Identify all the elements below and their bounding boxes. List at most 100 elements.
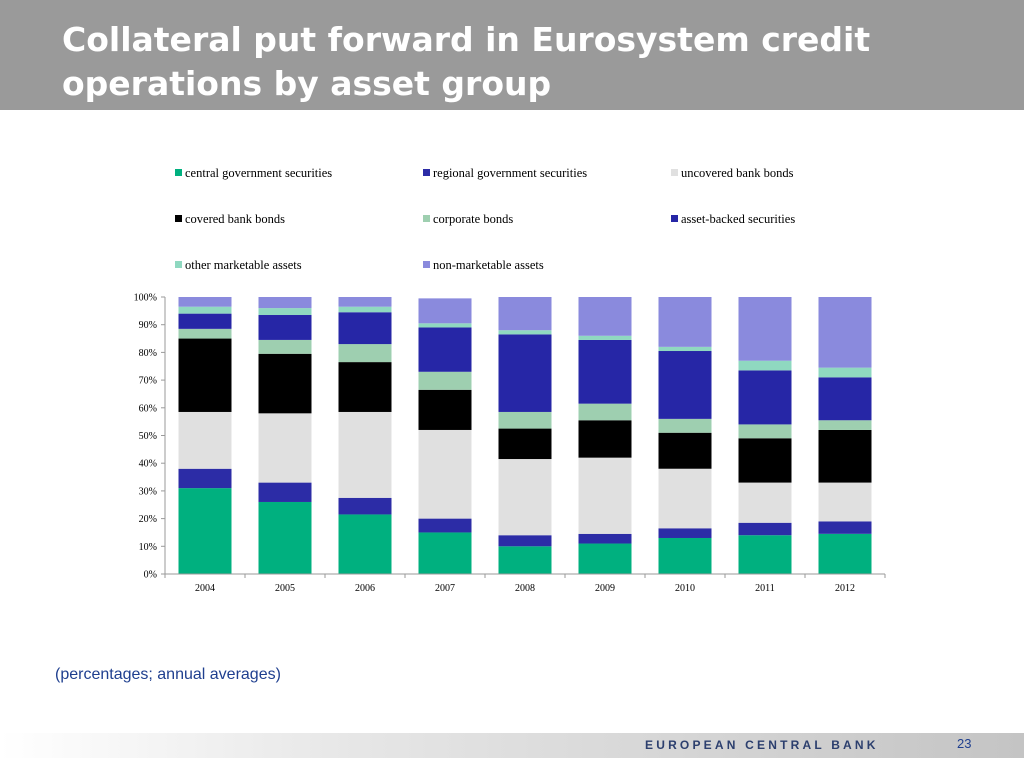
bar-2006-central-government-securities	[338, 514, 392, 574]
bar-2004-corporate-bonds	[178, 328, 232, 339]
bar-2007-other-marketable-assets	[418, 323, 472, 328]
bar-2006-uncovered-bank-bonds	[338, 411, 392, 498]
legend-swatch-non-marketable-assets	[423, 261, 430, 268]
bar-2004-uncovered-bank-bonds	[178, 411, 232, 469]
bar-2009-uncovered-bank-bonds	[578, 457, 632, 534]
bar-2012-central-government-securities	[818, 533, 872, 574]
title-line-1: Collateral put forward in Eurosystem cre…	[62, 20, 871, 59]
bar-2007-regional-government-securities	[418, 518, 472, 533]
chart-axes: 0% 10% 20% 30% 40% 50% 60% 70% 80% 90% 100% 2004 200…	[134, 293, 886, 594]
bar-2011-other-marketable-assets	[738, 360, 792, 371]
bar-2011-uncovered-bank-bonds	[738, 482, 792, 523]
y-tick-label: 10%	[139, 542, 157, 553]
legend-label-central-government-securities: central government securities	[185, 166, 332, 180]
bar-2006-asset-backed-securities	[338, 312, 392, 345]
bar-2012-corporate-bonds	[818, 420, 872, 430]
x-tick-label-2005: 2005	[275, 583, 295, 594]
bar-2007-uncovered-bank-bonds	[418, 429, 472, 519]
bar-2004-central-government-securities	[178, 488, 232, 574]
bar-2011-central-government-securities	[738, 535, 792, 574]
footer-bar: EUROPEAN CENTRAL BANK 23	[0, 733, 1024, 758]
y-tick-label: 40%	[139, 459, 157, 470]
x-tick-label-2012: 2012	[835, 583, 855, 594]
legend-label-covered-bank-bonds: covered bank bonds	[185, 212, 285, 226]
bar-2011-corporate-bonds	[738, 424, 792, 439]
bar-2011-regional-government-securities	[738, 522, 792, 536]
bar-2008-asset-backed-securities	[498, 334, 552, 412]
bar-2008-uncovered-bank-bonds	[498, 459, 552, 536]
bar-2009-regional-government-securities	[578, 533, 632, 544]
bar-2012-other-marketable-assets	[818, 367, 872, 378]
bar-2005-asset-backed-securities	[258, 315, 312, 340]
bar-2005-corporate-bonds	[258, 339, 312, 354]
bar-2006-non-marketable-assets	[338, 297, 392, 307]
bar-2005-covered-bank-bonds	[258, 353, 312, 414]
x-tick-label-2010: 2010	[675, 583, 695, 594]
bar-2005-regional-government-securities	[258, 482, 312, 502]
y-tick-label: 20%	[139, 514, 157, 525]
bar-2007-non-marketable-assets	[418, 298, 472, 324]
bar-2010-asset-backed-securities	[658, 351, 712, 419]
y-tick-label: 80%	[139, 348, 157, 359]
bar-2009-corporate-bonds	[578, 403, 632, 421]
bar-2004-other-marketable-assets	[178, 306, 232, 314]
chart-subtitle: (percentages; annual averages)	[55, 666, 281, 683]
bar-2010-non-marketable-assets	[658, 297, 712, 347]
bar-2004-non-marketable-assets	[178, 297, 232, 307]
bar-2004-asset-backed-securities	[178, 313, 232, 329]
bar-2011-covered-bank-bonds	[738, 438, 792, 483]
legend-swatch-covered-bank-bonds	[175, 215, 182, 222]
page-title: Collateral put forward in Eurosystem cre…	[62, 18, 962, 106]
bar-2011-non-marketable-assets	[738, 297, 792, 361]
bar-2010-regional-government-securities	[658, 528, 712, 538]
bar-2009-other-marketable-assets	[578, 335, 632, 340]
bar-2008-covered-bank-bonds	[498, 428, 552, 460]
legend-swatch-regional-government-securities	[423, 169, 430, 176]
x-tick-label-2011: 2011	[755, 583, 775, 594]
x-tick-label-2007: 2007	[435, 583, 455, 594]
legend-label-other-marketable-assets: other marketable assets	[185, 258, 302, 272]
title-line-2: operations by asset group	[62, 64, 552, 103]
stacked-bar-chart: central government securities regional go…	[134, 166, 886, 594]
page-number: 23	[957, 736, 972, 751]
y-tick-label: 70%	[139, 376, 157, 387]
bar-2007-covered-bank-bonds	[418, 389, 472, 430]
y-tick-label: 0%	[144, 570, 157, 581]
bar-2007-central-government-securities	[418, 532, 472, 574]
y-tick-label: 30%	[139, 486, 157, 497]
legend-label-non-marketable-assets: non-marketable assets	[433, 258, 544, 272]
bar-2012-uncovered-bank-bonds	[818, 482, 872, 522]
legend-label-corporate-bonds: corporate bonds	[433, 212, 513, 226]
bar-2012-covered-bank-bonds	[818, 429, 872, 483]
bar-2006-covered-bank-bonds	[338, 362, 392, 412]
x-tick-label-2009: 2009	[595, 583, 615, 594]
x-tick-label-2004: 2004	[195, 583, 215, 594]
legend-label-uncovered-bank-bonds: uncovered bank bonds	[681, 166, 794, 180]
legend-swatch-central-government-securities	[175, 169, 182, 176]
bar-2006-other-marketable-assets	[338, 306, 392, 313]
bar-2007-asset-backed-securities	[418, 327, 472, 372]
bar-2005-other-marketable-assets	[258, 308, 312, 316]
bar-2009-non-marketable-assets	[578, 297, 632, 336]
bar-2008-regional-government-securities	[498, 535, 552, 547]
bar-2005-non-marketable-assets	[258, 297, 312, 309]
legend-label-asset-backed-securities: asset-backed securities	[681, 212, 795, 226]
bar-2012-regional-government-securities	[818, 521, 872, 534]
bar-2008-non-marketable-assets	[498, 297, 552, 331]
y-tick-label: 60%	[139, 403, 157, 414]
bar-2005-uncovered-bank-bonds	[258, 413, 312, 483]
chart-legend: central government securities regional go…	[175, 166, 795, 272]
bar-2008-corporate-bonds	[498, 411, 552, 429]
x-tick-label-2006: 2006	[355, 583, 375, 594]
bar-2004-covered-bank-bonds	[178, 338, 232, 412]
bar-2010-covered-bank-bonds	[658, 432, 712, 469]
legend-swatch-corporate-bonds	[423, 215, 430, 222]
y-tick-label: 90%	[139, 320, 157, 331]
bank-name: EUROPEAN CENTRAL BANK	[645, 738, 879, 752]
bar-2010-corporate-bonds	[658, 418, 712, 433]
title-bar: Collateral put forward in Eurosystem cre…	[0, 0, 1024, 110]
bar-2006-regional-government-securities	[338, 497, 392, 515]
bar-2010-uncovered-bank-bonds	[658, 468, 712, 529]
bar-2007-corporate-bonds	[418, 371, 472, 390]
legend-swatch-other-marketable-assets	[175, 261, 182, 268]
